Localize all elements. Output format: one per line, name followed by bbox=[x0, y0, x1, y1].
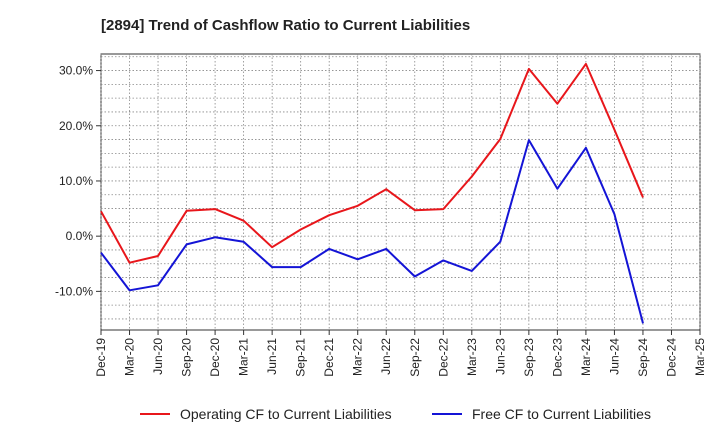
x-tick-label: Sep-20 bbox=[180, 338, 194, 377]
plot-area bbox=[100, 53, 701, 331]
series-line-2 bbox=[100, 139, 644, 324]
x-tick-label: Mar-25 bbox=[693, 338, 707, 376]
x-tick-label: Jun-20 bbox=[151, 338, 165, 375]
x-tick-label: Mar-23 bbox=[465, 338, 479, 376]
x-tick-label: Mar-22 bbox=[351, 338, 365, 376]
x-tick-label: Sep-21 bbox=[294, 338, 308, 377]
x-tick-label: Sep-23 bbox=[522, 338, 536, 377]
legend-label-1: Operating CF to Current Liabilities bbox=[180, 406, 392, 422]
x-tick-label: Jun-21 bbox=[265, 338, 279, 375]
y-tick-label: 0.0% bbox=[66, 229, 94, 243]
x-axis: Dec-19 Mar-20 Jun-20 Sep-20 Dec-20 Mar-21 Jun-… bbox=[94, 330, 707, 377]
x-tick-label: Dec-19 bbox=[94, 338, 108, 377]
x-tick-label: Dec-21 bbox=[322, 338, 336, 377]
x-tick-label: Mar-20 bbox=[123, 338, 137, 376]
x-tick-label: Sep-24 bbox=[636, 338, 650, 377]
x-tick-label: Dec-22 bbox=[436, 338, 450, 377]
x-tick-label: Mar-21 bbox=[237, 338, 251, 376]
x-tick-label: Dec-24 bbox=[664, 338, 678, 377]
grid bbox=[100, 54, 701, 330]
legend-label-2: Free CF to Current Liabilities bbox=[472, 406, 651, 422]
y-tick-label: 30.0% bbox=[59, 64, 93, 78]
x-tick-label: Dec-20 bbox=[208, 338, 222, 377]
legend: Operating CF to Current Liabilities Free … bbox=[140, 406, 651, 422]
plot-frame bbox=[100, 53, 701, 331]
x-tick-label: Jun-22 bbox=[379, 338, 393, 375]
y-tick-label: 20.0% bbox=[59, 119, 93, 133]
y-tick-label: 10.0% bbox=[59, 174, 93, 188]
series bbox=[100, 62, 644, 324]
x-tick-label: Jun-24 bbox=[607, 338, 621, 375]
x-tick-label: Dec-23 bbox=[550, 338, 564, 377]
x-tick-label: Mar-24 bbox=[579, 338, 593, 376]
x-tick-label: Jun-23 bbox=[493, 338, 507, 375]
y-axis: 30.0% 20.0% 10.0% 0.0% -10.0% bbox=[55, 64, 101, 298]
chart-title: [2894] Trend of Cashflow Ratio to Curren… bbox=[101, 17, 470, 34]
x-tick-label: Sep-22 bbox=[408, 338, 422, 377]
y-tick-label: -10.0% bbox=[55, 284, 93, 298]
series-line-1 bbox=[100, 62, 644, 264]
